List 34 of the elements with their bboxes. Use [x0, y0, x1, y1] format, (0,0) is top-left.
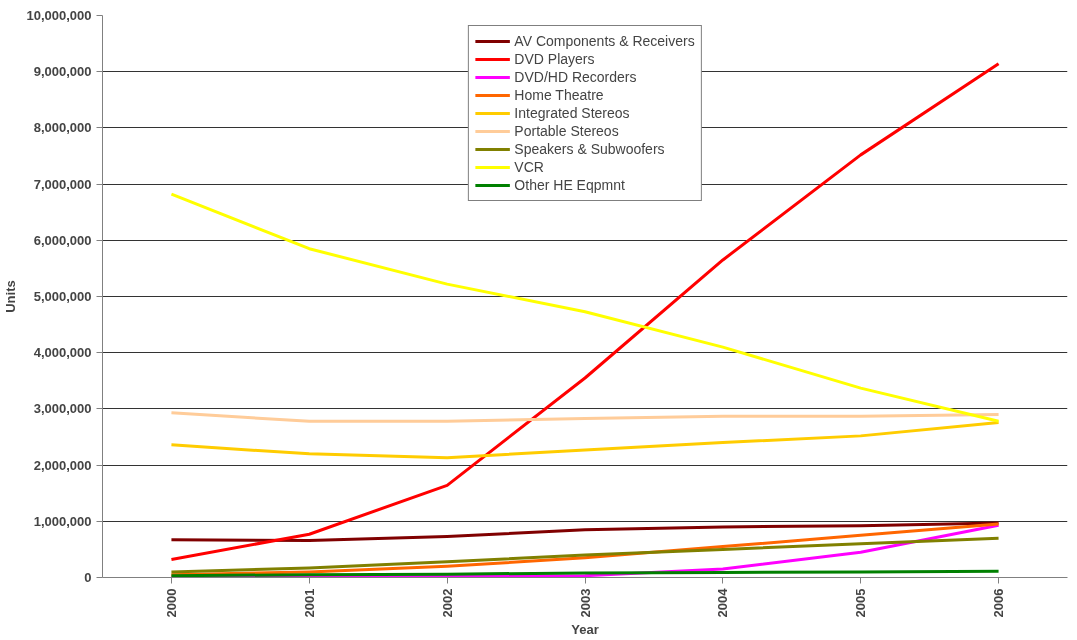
legend-label: Integrated Stereos [514, 104, 630, 122]
x-tick-label: 2003 [577, 588, 593, 618]
line-series [169, 420, 1001, 460]
y-tick-label: 9,000,000 [33, 64, 92, 80]
legend-label: Other HE Eqpmnt [514, 176, 625, 194]
line-series [169, 536, 1001, 574]
legend-label: DVD/HD Recorders [514, 68, 637, 86]
x-axis-title: Year [571, 622, 599, 638]
legend-label: Speakers & Subwoofers [514, 140, 665, 158]
y-axis-title: Units [3, 280, 19, 313]
y-tick-label: 4,000,000 [33, 345, 92, 361]
x-tick-label: 2001 [301, 588, 317, 618]
x-tick-label: 2002 [439, 588, 455, 618]
y-tick-label: 5,000,000 [33, 289, 92, 304]
y-tick-label: 10,000,000 [26, 8, 92, 23]
y-tick-label: 6,000,000 [33, 232, 92, 248]
x-tick-label: 2006 [991, 588, 1007, 618]
y-tick-label: 0 [84, 570, 92, 585]
y-tick-label: 8,000,000 [33, 120, 92, 136]
legend-label: AV Components & Receivers [514, 32, 695, 50]
y-tick-label: 1,000,000 [33, 513, 92, 529]
x-tick-label: 2004 [715, 587, 731, 618]
y-tick-label: 3,000,000 [33, 401, 92, 417]
x-tick-label: 2005 [853, 588, 869, 618]
legend-label: DVD Players [514, 50, 595, 68]
x-tick-label: 2000 [163, 588, 179, 618]
y-tick-label: 7,000,000 [33, 176, 92, 192]
y-tick-label: 2,000,000 [33, 457, 92, 473]
legend-label: Home Theatre [514, 86, 604, 104]
legend-label: VCR [514, 158, 544, 176]
legend-label: Portable Stereos [514, 122, 619, 140]
line-series [169, 411, 1001, 423]
line-series [169, 521, 1001, 542]
line-series [169, 192, 1001, 423]
